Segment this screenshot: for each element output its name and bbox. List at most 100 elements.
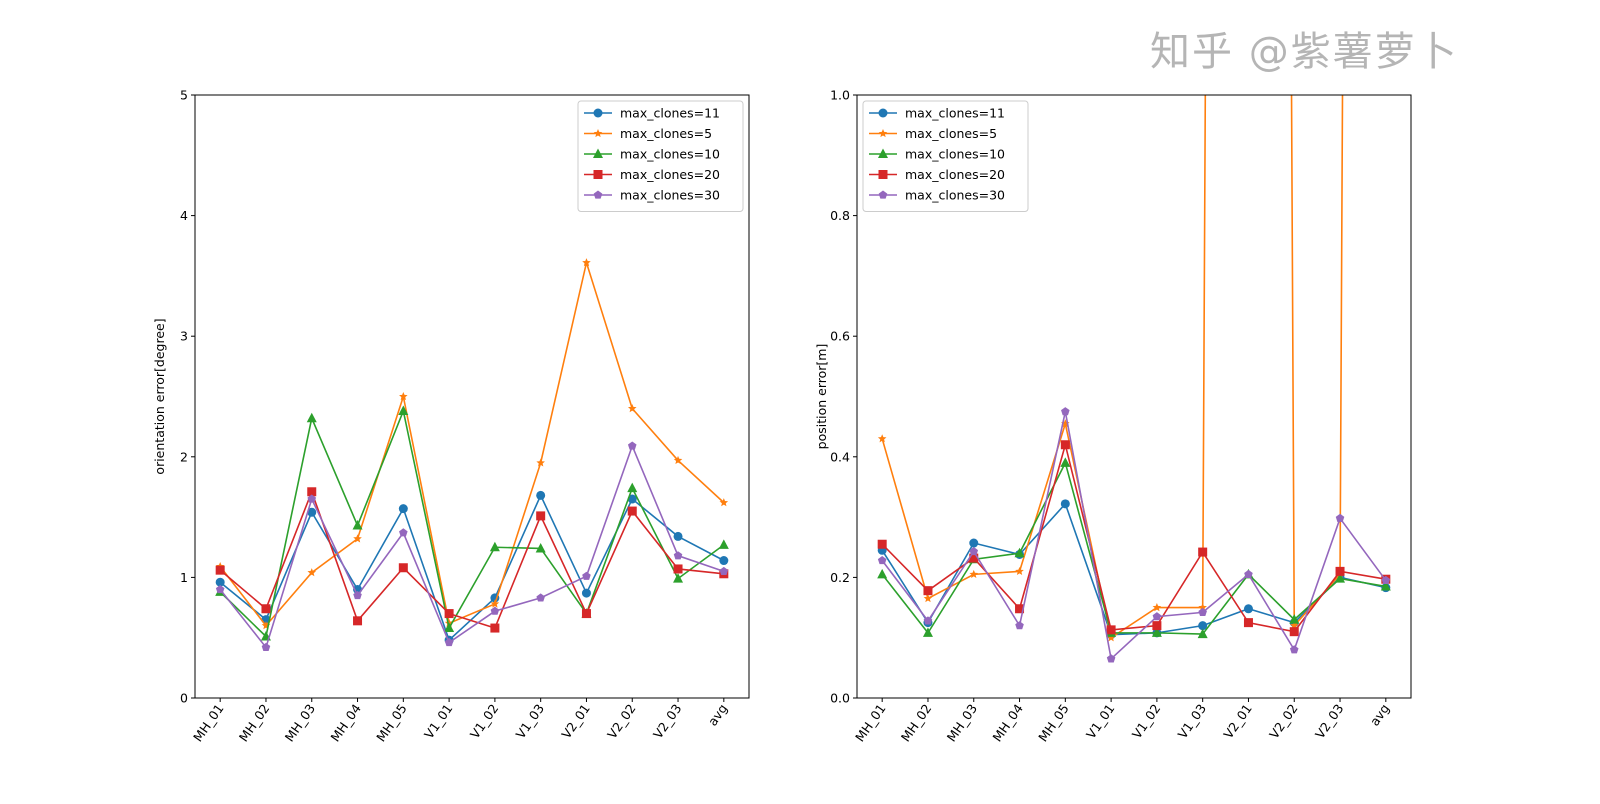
- data-point: [1335, 513, 1345, 522]
- data-point: [1015, 566, 1024, 576]
- data-point: [627, 482, 638, 493]
- series-layer: [215, 258, 729, 651]
- data-point: [353, 590, 362, 600]
- data-point: [398, 504, 408, 514]
- x-tick-label: V1_01: [1083, 701, 1117, 741]
- legend-marker: [878, 108, 888, 118]
- data-point: [215, 565, 225, 575]
- data-point: [490, 623, 500, 633]
- x-tick-label: avg: [705, 701, 730, 728]
- data-point: [306, 412, 317, 423]
- y-tick-label: 0.8: [830, 208, 850, 223]
- legend-marker: [593, 170, 603, 179]
- data-point: [627, 506, 637, 516]
- legend-marker: [593, 108, 603, 118]
- data-point: [582, 571, 591, 580]
- data-point: [1335, 566, 1345, 576]
- x-tick-label: MH_03: [282, 701, 319, 744]
- legend-marker: [593, 148, 603, 158]
- chart-1: 0 1 2 3 4 5 MH_01 MH_02 MH_03 MH_04 MH_05 V1_01 V1_0…: [152, 88, 750, 744]
- watermark: 知乎 @紫薯萝卜: [1150, 29, 1459, 75]
- data-point: [877, 568, 888, 579]
- data-point: [673, 531, 683, 541]
- data-point: [399, 528, 408, 537]
- x-tick-label: V1_01: [421, 701, 455, 741]
- data-point: [1061, 407, 1070, 416]
- data-point: [1198, 621, 1208, 631]
- data-point: [536, 511, 546, 521]
- x-tick-label: V2_02: [604, 701, 638, 741]
- data-point: [536, 490, 546, 500]
- x-tick-label: MH_02: [236, 701, 273, 744]
- x-tick-label: MH_01: [852, 701, 889, 744]
- x-tick-label: V1_03: [513, 701, 547, 741]
- data-point: [877, 556, 887, 565]
- x-tick-label: MH_04: [327, 701, 364, 744]
- data-point: [969, 546, 979, 556]
- x-tick-label: MH_02: [898, 701, 935, 744]
- data-point: [1106, 654, 1116, 663]
- data-point: [719, 556, 729, 566]
- data-point: [1106, 633, 1116, 642]
- data-point: [398, 405, 409, 415]
- data-point: [307, 494, 317, 503]
- series-line: [219, 408, 725, 639]
- data-point: [673, 551, 683, 560]
- legend: max_clones=11 max_clones=5 max_clones=10ma…: [862, 100, 1029, 212]
- data-point: [353, 534, 362, 543]
- data-point: [627, 441, 637, 450]
- data-point: [1060, 457, 1071, 467]
- y-axis-label: orientation error[degree]: [152, 318, 167, 474]
- y-tick-label: 4: [180, 208, 188, 223]
- y-axis-label: position error[m]: [814, 344, 829, 450]
- legend-label: max_clones=11: [620, 106, 720, 121]
- y-tick-label: 0.6: [830, 329, 850, 344]
- legend-label: max_clones=10: [620, 147, 720, 162]
- series-line: [881, 460, 1386, 635]
- data-point: [444, 622, 455, 633]
- data-point: [1243, 618, 1253, 628]
- data-point: [1152, 612, 1162, 621]
- data-point: [673, 564, 683, 574]
- data-point: [673, 573, 684, 583]
- y-tick-label: 0.0: [830, 691, 850, 706]
- y-tick-label: 5: [180, 88, 188, 103]
- x-tick-label: V1_03: [1175, 701, 1209, 741]
- chart-2: 0.0 0.2 0.4 0.6 0.8 1.0 MH_01 MH_02 MH_03 MH_04 MH…: [814, 88, 1412, 744]
- x-tick-label: V2_02: [1266, 701, 1300, 741]
- data-point: [719, 498, 729, 507]
- x-tick-label: MH_03: [944, 701, 981, 744]
- data-point: [923, 616, 933, 625]
- legend-label: max_clones=30: [905, 188, 1005, 203]
- data-point: [444, 609, 454, 619]
- legend-frame: [862, 100, 1029, 212]
- data-point: [535, 542, 546, 553]
- x-tick-label: MH_01: [190, 701, 227, 744]
- data-point: [581, 588, 591, 598]
- x-tick-label: V2_01: [1220, 701, 1254, 741]
- series-line: [219, 493, 725, 642]
- data-point: [1106, 625, 1116, 635]
- data-point: [582, 258, 591, 267]
- data-point: [1152, 621, 1162, 631]
- data-point: [490, 606, 500, 615]
- axes-frame: [194, 94, 750, 699]
- y-tick-label: 1.0: [830, 88, 850, 103]
- data-point: [215, 584, 225, 594]
- legend-marker: [593, 190, 603, 199]
- data-point: [261, 642, 271, 651]
- data-point: [536, 458, 545, 467]
- data-point: [307, 507, 317, 517]
- data-point: [581, 609, 591, 619]
- data-point: [261, 604, 271, 614]
- data-point: [352, 520, 363, 530]
- data-point: [1289, 627, 1299, 637]
- data-point: [353, 616, 363, 626]
- data-point: [1198, 547, 1208, 557]
- data-point: [307, 568, 317, 577]
- x-tick-label: V2_03: [650, 701, 684, 741]
- data-point: [1289, 614, 1300, 624]
- data-point: [923, 586, 933, 596]
- series-layer: [877, 95, 1391, 663]
- data-point: [215, 577, 225, 587]
